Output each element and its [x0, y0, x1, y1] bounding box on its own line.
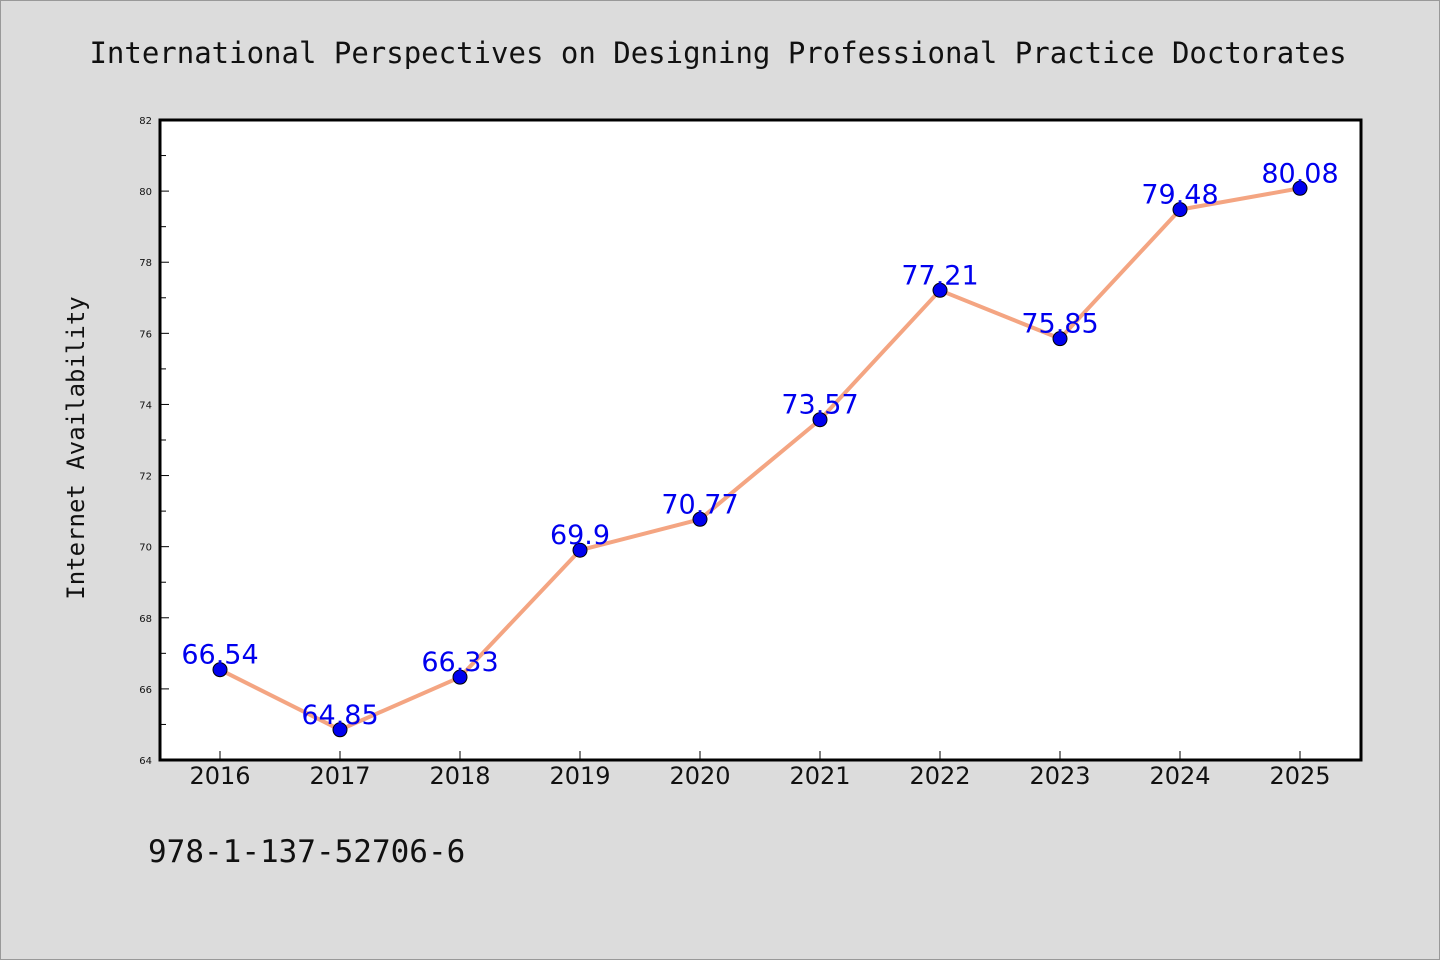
- data-point: [812, 412, 828, 428]
- data-point: [452, 669, 468, 685]
- y-tick-label: 70: [139, 543, 152, 554]
- y-axis-label: Internet Availability: [62, 296, 90, 599]
- data-label: 66.33: [421, 647, 498, 678]
- x-tick-label: 2024: [1149, 762, 1210, 790]
- data-point: [212, 662, 228, 678]
- data-label: 77.21: [901, 260, 978, 291]
- y-tick-label: 66: [139, 685, 152, 696]
- x-tick-label: 2017: [309, 762, 370, 790]
- data-label: 80.08: [1261, 158, 1338, 189]
- data-point: [1172, 202, 1188, 218]
- chart-title: International Perspectives on Designing …: [89, 36, 1346, 70]
- x-tick-label: 2018: [429, 762, 490, 790]
- data-labels: 66.54 64.85 66.33 69.9 70.77 73.57 77.21 75.85 7…: [181, 158, 1338, 731]
- data-point: [932, 282, 948, 298]
- data-point: [692, 511, 708, 527]
- x-tick-label: 2019: [549, 762, 610, 790]
- data-point: [332, 722, 348, 738]
- y-tick-label: 72: [139, 472, 152, 483]
- data-label: 79.48: [1141, 180, 1218, 211]
- data-point: [1052, 331, 1068, 347]
- y-axis: 64 66 68 70 72 74 76 78 80 82: [139, 116, 169, 767]
- series-internet-availability: [212, 180, 1308, 738]
- y-tick-label: 80: [139, 187, 152, 198]
- y-tick-label: 74: [139, 400, 152, 411]
- data-label: 70.77: [661, 489, 738, 520]
- x-tick-label: 2022: [909, 762, 970, 790]
- x-tick-label: 2020: [669, 762, 730, 790]
- data-point: [1292, 180, 1308, 196]
- y-tick-label: 68: [139, 614, 152, 625]
- series-line: [218, 186, 1302, 732]
- x-tick-label: 2023: [1029, 762, 1090, 790]
- data-label: 69.9: [550, 520, 610, 551]
- y-tick-label: 82: [139, 116, 152, 127]
- x-tick-label: 2016: [189, 762, 250, 790]
- y-tick-label: 78: [139, 258, 152, 269]
- data-point: [572, 542, 588, 558]
- x-axis: 2016 2017 2018 2019 2020 2021 2022 2023 2024 2025: [189, 751, 1331, 790]
- y-tick-label: 76: [139, 329, 152, 340]
- data-label: 64.85: [301, 700, 378, 731]
- data-label: 73.57: [781, 390, 858, 421]
- data-label: 75.85: [1021, 309, 1098, 340]
- isbn-text: 978-1-137-52706-6: [148, 834, 466, 870]
- plot-area: [158, 118, 1363, 762]
- y-tick-label: 64: [139, 756, 152, 767]
- x-tick-label: 2021: [789, 762, 850, 790]
- data-label: 66.54: [181, 640, 258, 671]
- x-tick-label: 2025: [1269, 762, 1330, 790]
